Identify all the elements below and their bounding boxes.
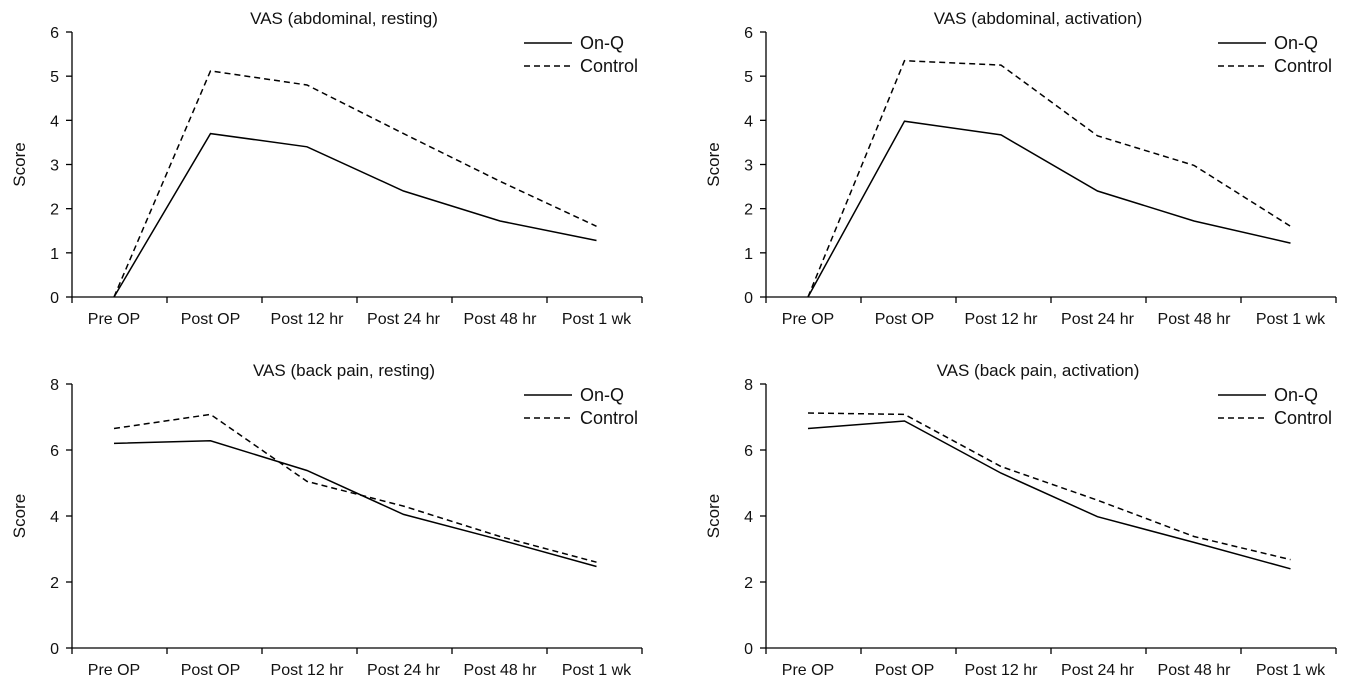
y-tick-label: 3 xyxy=(744,158,753,175)
x-tick-label: Post 12 hr xyxy=(271,311,345,328)
series-line-control xyxy=(113,70,597,298)
y-axis-title: Score xyxy=(704,494,723,538)
y-tick-label: 5 xyxy=(744,69,753,86)
legend-label: On-Q xyxy=(580,33,624,53)
y-tick-label: 0 xyxy=(50,290,59,307)
legend-label: On-Q xyxy=(1274,385,1318,405)
x-tick-label: Post 1 wk xyxy=(1256,311,1326,328)
y-tick-label: 4 xyxy=(744,113,753,130)
y-tick-label: 4 xyxy=(744,509,753,526)
y-axis-title: Score xyxy=(10,142,29,186)
chart-title: VAS (abdominal, activation) xyxy=(934,9,1143,28)
x-tick-label: Post 48 hr xyxy=(1158,662,1232,679)
y-tick-label: 0 xyxy=(50,641,59,658)
x-tick-label: Post 1 wk xyxy=(562,662,632,679)
series-line-on-q xyxy=(113,440,597,568)
x-tick-label: Post 24 hr xyxy=(367,662,441,679)
y-tick-label: 2 xyxy=(744,202,753,219)
x-tick-label: Pre OP xyxy=(88,311,140,328)
y-tick-label: 2 xyxy=(50,575,59,592)
series-line-control xyxy=(113,413,597,563)
legend-label: Control xyxy=(1274,408,1332,428)
x-tick-label: Post 48 hr xyxy=(464,662,538,679)
x-tick-label: Post 24 hr xyxy=(1061,311,1135,328)
x-tick-label: Post 1 wk xyxy=(1256,662,1326,679)
x-tick-label: Post OP xyxy=(875,311,935,328)
series-line-on-q xyxy=(807,420,1291,570)
y-tick-label: 5 xyxy=(50,69,59,86)
y-axis-title: Score xyxy=(704,142,723,186)
y-tick-label: 6 xyxy=(50,25,59,42)
legend-label: Control xyxy=(580,408,638,428)
y-tick-label: 3 xyxy=(50,158,59,175)
y-tick-label: 0 xyxy=(744,290,753,307)
x-tick-label: Post 12 hr xyxy=(271,662,345,679)
legend-label: On-Q xyxy=(1274,33,1318,53)
chart-panel-2: 0 1 2 3 4 5 6 Pre OP Post OP Post 12 hr Post 24 hr… xyxy=(704,9,1337,328)
x-tick-label: Post 12 hr xyxy=(965,311,1039,328)
y-tick-label: 4 xyxy=(50,509,59,526)
series-line-on-q xyxy=(113,132,597,298)
y-tick-label: 8 xyxy=(744,377,753,394)
legend-label: On-Q xyxy=(580,385,624,405)
x-tick-label: Post 1 wk xyxy=(562,311,632,328)
x-tick-label: Pre OP xyxy=(782,311,834,328)
y-tick-label: 4 xyxy=(50,113,59,130)
legend-label: Control xyxy=(580,56,638,76)
y-tick-label: 1 xyxy=(50,246,59,263)
x-tick-label: Pre OP xyxy=(782,662,834,679)
y-tick-label: 6 xyxy=(744,443,753,460)
y-tick-label: 1 xyxy=(744,246,753,263)
x-tick-label: Post OP xyxy=(875,662,935,679)
y-tick-label: 0 xyxy=(744,641,753,658)
x-tick-label: Post 48 hr xyxy=(464,311,538,328)
y-tick-label: 2 xyxy=(744,575,753,592)
chart-panel-4: 0 2 4 6 8 Pre OP Post OP Post 12 hr Post 24 hr Po… xyxy=(704,361,1337,679)
x-tick-label: Post 24 hr xyxy=(367,311,441,328)
x-tick-label: Post OP xyxy=(181,311,241,328)
x-tick-label: Pre OP xyxy=(88,662,140,679)
chart-panel-3: 0 2 4 6 8 Pre OP Post OP Post 12 hr Post 24 hr Po… xyxy=(10,361,643,679)
x-tick-label: Post OP xyxy=(181,662,241,679)
y-tick-label: 8 xyxy=(50,377,59,394)
y-tick-label: 2 xyxy=(50,202,59,219)
series-line-control xyxy=(807,412,1291,561)
y-axis-title: Score xyxy=(10,494,29,538)
series-line-control xyxy=(807,59,1291,298)
chart-title: VAS (back pain, resting) xyxy=(253,361,435,380)
x-tick-label: Post 24 hr xyxy=(1061,662,1135,679)
chart-title: VAS (abdominal, resting) xyxy=(250,9,438,28)
x-tick-label: Post 12 hr xyxy=(965,662,1039,679)
chart-title: VAS (back pain, activation) xyxy=(937,361,1140,380)
x-tick-label: Post 48 hr xyxy=(1158,311,1232,328)
legend-label: Control xyxy=(1274,56,1332,76)
y-tick-label: 6 xyxy=(744,25,753,42)
series-line-on-q xyxy=(807,120,1291,298)
y-tick-label: 6 xyxy=(50,443,59,460)
chart-panel-1: 0 1 2 3 4 5 6 Pre OP Post OP Post 12 hr Post 24 hr… xyxy=(10,9,643,328)
